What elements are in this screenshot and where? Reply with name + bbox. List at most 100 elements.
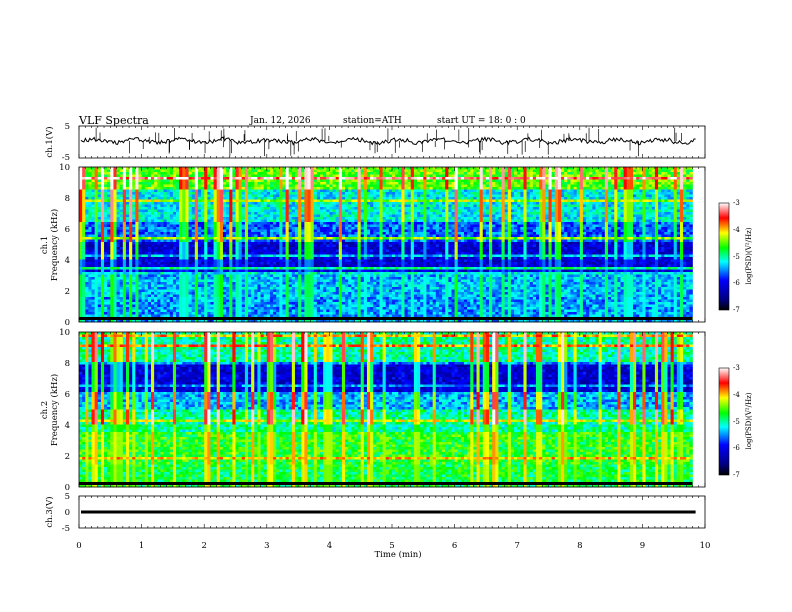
spec-cell (323, 182, 327, 185)
spec-cell (489, 197, 493, 200)
spec-cell (307, 169, 311, 173)
spec-cell (216, 207, 221, 210)
spec-cell (398, 194, 402, 198)
spec-cell (226, 192, 230, 195)
spec-cell (670, 199, 675, 203)
spec-cell (648, 179, 653, 183)
spec-cell (570, 219, 574, 223)
spec-cell (201, 224, 205, 228)
spec-cell (388, 214, 393, 218)
spec-cell (510, 184, 515, 188)
spec-cell (573, 212, 578, 215)
spec-cell (495, 224, 499, 228)
spec-cell (351, 204, 355, 208)
spec-cell (639, 212, 643, 215)
spec-cell (564, 189, 568, 193)
spec-cell (470, 187, 474, 190)
spec-cell (351, 222, 355, 225)
spec-cell (545, 224, 549, 228)
spec-cell (348, 179, 352, 183)
spec-cell (445, 194, 449, 198)
spec-cell (370, 222, 374, 225)
spec-cell (614, 217, 618, 220)
spec-cell (510, 224, 515, 228)
spec-cell (661, 222, 665, 225)
spec-cell (476, 214, 480, 218)
spec-cell (100, 219, 105, 223)
spec-cell (388, 224, 393, 228)
spec-cell (514, 214, 518, 218)
spec-cell (598, 227, 603, 230)
spec-cell (160, 217, 164, 220)
spec-cell (535, 204, 540, 208)
spec-cell (611, 197, 615, 200)
spec-cell (88, 189, 92, 193)
spec-cell (510, 214, 515, 218)
spec-cell (407, 214, 412, 218)
spec-cell (157, 227, 161, 230)
spec-cell (589, 224, 593, 228)
spec-cell (294, 169, 299, 173)
spec-cell (376, 172, 380, 175)
spec-cell (94, 202, 99, 205)
spec-cell (476, 167, 480, 170)
spec-cell (150, 227, 155, 230)
spec-cell (451, 227, 455, 230)
spec-cell (498, 177, 502, 180)
spec-cell (435, 222, 440, 225)
spec-cell (426, 182, 430, 185)
spec-cell (366, 177, 371, 180)
spec-cell (163, 204, 167, 208)
spec-cell (432, 184, 437, 188)
spec-cell (179, 214, 183, 218)
spec-cell (551, 182, 556, 185)
spec-cell (119, 169, 124, 173)
spec-cell (379, 219, 383, 223)
spec-cell (642, 182, 646, 185)
spec-cell (235, 194, 239, 198)
spec-cell (492, 174, 496, 178)
spec-cell (520, 189, 524, 193)
spec-cell (679, 174, 684, 178)
spec-cell (542, 207, 546, 210)
spec-cell (498, 182, 502, 185)
spec-cell (97, 207, 102, 210)
spec-cell (138, 172, 142, 175)
spec-cell (551, 174, 556, 178)
spec-cell (454, 179, 459, 183)
spec-cell (244, 197, 249, 200)
spec-cell (154, 197, 158, 200)
spec-cell (611, 209, 615, 213)
spec-cell (476, 219, 480, 223)
spec-cell (395, 174, 399, 178)
spec-cell (222, 169, 227, 173)
spec-cell (642, 212, 646, 215)
spec-cell (507, 202, 512, 205)
spec-cell (107, 189, 111, 193)
spec-cell (176, 169, 180, 173)
spec-cell (620, 227, 624, 230)
spec-cell (179, 209, 183, 213)
spec-cell (301, 207, 305, 210)
spec-cell (592, 189, 596, 193)
spec-cell (110, 204, 114, 208)
spec-cell (679, 197, 684, 200)
spec-cell (601, 179, 606, 183)
spec-cell (147, 227, 152, 230)
spec-cell (507, 212, 512, 215)
spec-cell (91, 202, 95, 205)
spec-cell (463, 199, 468, 203)
spec-cell (197, 167, 202, 170)
spec-cell (147, 217, 152, 220)
spec-cell (561, 212, 565, 215)
spec-cell (401, 219, 405, 223)
spec-cell (241, 192, 246, 195)
spec-cell (410, 197, 415, 200)
spec-cell (401, 169, 405, 173)
spec-cell (288, 177, 293, 180)
spec-cell (689, 197, 693, 200)
spec-cell (85, 207, 89, 210)
spec-cell (107, 167, 111, 170)
spec-cell (238, 224, 243, 228)
spec-cell (107, 227, 111, 230)
